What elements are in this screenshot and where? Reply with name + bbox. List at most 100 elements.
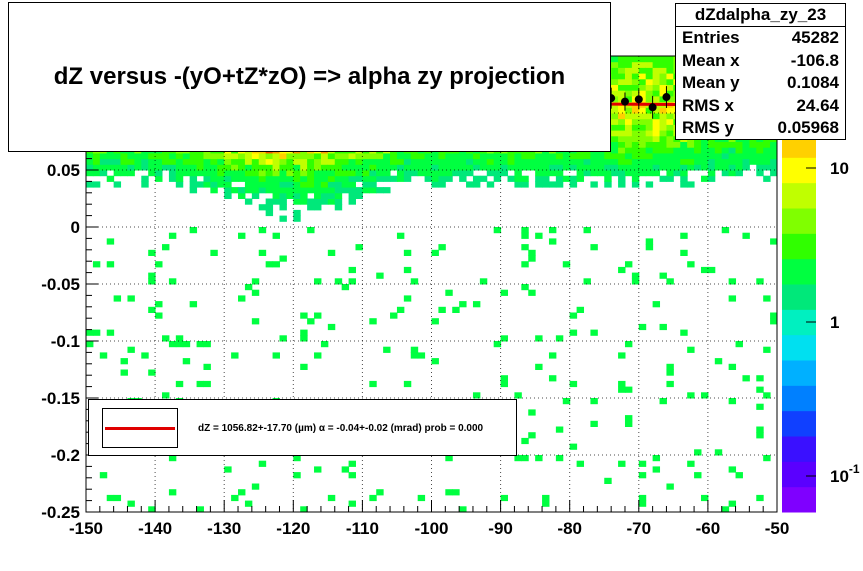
heatmap-cell — [666, 107, 674, 114]
heatmap-cell — [638, 113, 647, 120]
heatmap-cell — [314, 152, 322, 160]
heatmap-cell — [86, 164, 94, 171]
heatmap-cell — [742, 158, 750, 165]
heatmap-cell — [396, 152, 405, 160]
heatmap-cell — [452, 158, 460, 165]
heatmap-cell — [155, 158, 163, 165]
heatmap-cell — [666, 175, 674, 182]
heatmap-cell — [652, 56, 661, 63]
heatmap-cell — [148, 306, 156, 313]
heatmap-cell — [307, 164, 315, 171]
heatmap-cell — [383, 175, 391, 182]
heatmap-cell — [293, 164, 301, 171]
heatmap-cell — [645, 90, 654, 97]
heatmap-cell — [300, 181, 308, 188]
heatmap-cell — [279, 215, 287, 222]
heatmap-cell — [162, 152, 170, 160]
heatmap-cell — [583, 227, 591, 234]
heatmap-cell — [680, 158, 688, 165]
heatmap-cell — [638, 164, 647, 171]
heatmap-cell — [535, 175, 543, 182]
heatmap-cell — [707, 158, 716, 165]
heatmap-cell — [86, 170, 94, 177]
heatmap-cell — [127, 152, 135, 160]
heatmap-cell — [403, 164, 412, 171]
stats-row-rms-y: RMS y 0.05968 — [676, 117, 845, 140]
heatmap-cell — [500, 380, 509, 388]
heatmap-cell — [680, 181, 688, 188]
heatmap-cell — [569, 443, 578, 450]
stats-value: 0.1084 — [787, 73, 839, 92]
heatmap-cell — [265, 152, 274, 160]
heatmap-cell — [334, 164, 343, 171]
heatmap-cell — [680, 141, 688, 148]
stats-label: Mean x — [682, 50, 740, 70]
stats-title: dZdalpha_zy_23 — [676, 4, 845, 27]
heatmap-cell — [127, 500, 135, 507]
heatmap-cell — [714, 358, 723, 365]
heatmap-cell — [687, 141, 695, 148]
heatmap-cell — [659, 61, 667, 68]
heatmap-cell — [320, 158, 329, 165]
heatmap-cell — [631, 78, 640, 85]
heatmap-cell — [148, 158, 156, 165]
heatmap-cell — [258, 204, 267, 211]
heatmap-cell — [659, 84, 667, 91]
heatmap-cell — [707, 266, 716, 274]
profile-point — [662, 93, 671, 102]
heatmap-cell — [327, 175, 336, 182]
heatmap-cell — [548, 152, 557, 160]
heatmap-cell — [376, 489, 384, 496]
heatmap-cell — [618, 73, 626, 80]
heatmap-cell — [265, 175, 274, 182]
x-tick-label: -120 — [276, 519, 310, 538]
heatmap-cell — [624, 130, 633, 137]
heatmap-cell — [472, 164, 481, 171]
heatmap-cell — [569, 158, 578, 165]
heatmap-cell — [659, 118, 667, 125]
heatmap-cell — [472, 175, 481, 182]
heatmap-cell — [645, 244, 654, 251]
palette-band — [782, 334, 816, 361]
heatmap-cell — [231, 187, 239, 194]
heatmap-cell — [666, 124, 674, 131]
heatmap-cell — [624, 141, 633, 148]
heatmap-cell — [258, 460, 267, 467]
heatmap-cell — [770, 152, 778, 160]
heatmap-cell — [424, 164, 432, 171]
heatmap-cell — [224, 175, 232, 182]
heatmap-cell — [673, 152, 681, 160]
heatmap-cell — [770, 312, 778, 319]
heatmap-cell — [307, 198, 315, 205]
heatmap-cell — [231, 158, 239, 165]
heatmap-cell — [355, 158, 363, 165]
heatmap-cell — [763, 158, 771, 165]
heatmap-cell — [590, 398, 598, 405]
heatmap-cell — [424, 175, 432, 182]
heatmap-cell — [265, 181, 274, 188]
heatmap-cell — [99, 164, 108, 171]
heatmap-cell — [652, 84, 661, 91]
heatmap-cell — [618, 386, 626, 393]
heatmap-cell — [763, 141, 771, 148]
heatmap-cell — [300, 506, 308, 513]
heatmap-cell — [548, 352, 557, 359]
heatmap-cell — [728, 141, 737, 148]
heatmap-cell — [196, 506, 204, 513]
heatmap-cell — [535, 164, 543, 171]
heatmap-cell — [604, 477, 612, 484]
heatmap-cell — [244, 175, 253, 182]
heatmap-cell — [92, 329, 101, 336]
heatmap-cell — [320, 192, 329, 199]
heatmap-cell — [148, 170, 156, 177]
heatmap-cell — [390, 312, 398, 319]
heatmap-cell — [576, 158, 585, 165]
heatmap-cell — [362, 164, 370, 171]
heatmap-cell — [438, 152, 446, 160]
heatmap-cell — [604, 175, 612, 182]
palette-band — [782, 284, 816, 310]
heatmap-cell — [652, 124, 661, 131]
heatmap-cell — [168, 341, 177, 348]
heatmap-cell — [749, 158, 757, 165]
heatmap-cell — [569, 152, 578, 160]
